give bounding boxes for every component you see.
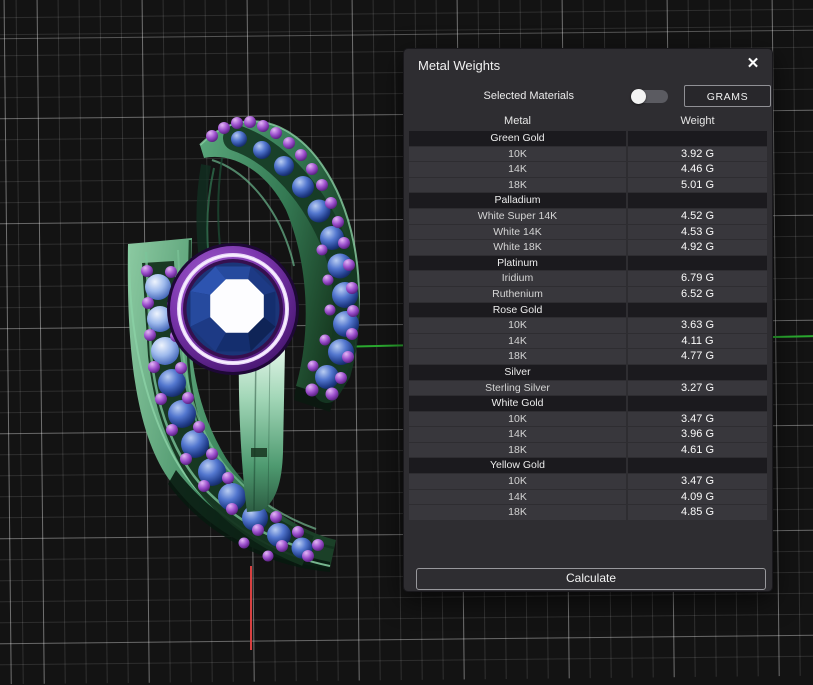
- metal-weight-row[interactable]: 14K 3.96 G: [409, 427, 767, 442]
- metal-weight-row[interactable]: White 14K 4.53 G: [409, 224, 767, 240]
- metal-weight-row[interactable]: 10K 3.63 G: [409, 318, 767, 333]
- metal-section-header: Platinum: [409, 255, 767, 271]
- metal-section-header: Green Gold: [409, 131, 767, 146]
- metal-weight-row[interactable]: 10K 3.47 G: [409, 474, 767, 489]
- grams-unit-button[interactable]: GRAMS: [684, 85, 771, 107]
- weight-column-header: Weight: [680, 115, 715, 127]
- metal-section-header: Palladium: [409, 193, 767, 208]
- metal-column-header: Metal: [504, 115, 531, 127]
- ring-gems-lower: [145, 274, 313, 559]
- metal-weight-row[interactable]: White Super 14K 4.52 G: [409, 208, 767, 224]
- table-header: Metal Weight: [409, 115, 767, 129]
- metal-weight-row[interactable]: 18K 4.85 G: [409, 505, 767, 520]
- metal-section-header: Silver: [409, 364, 767, 380]
- metal-weight-row[interactable]: Ruthenium 6.52 G: [409, 286, 767, 302]
- metal-weight-row[interactable]: White 18K 4.92 G: [409, 240, 767, 255]
- selected-materials-toggle[interactable]: [631, 89, 668, 104]
- ring-arm-upper: [196, 116, 360, 412]
- ring-prongs-upper: [206, 116, 359, 401]
- selected-materials-label: Selected Materials: [483, 90, 575, 102]
- metal-weight-row[interactable]: 18K 5.01 G: [409, 177, 767, 193]
- metal-section-header: Yellow Gold: [409, 458, 767, 474]
- metal-weight-row[interactable]: Iridium 6.79 G: [409, 271, 767, 286]
- dialog-title: Metal Weights: [418, 58, 501, 73]
- metal-weight-row[interactable]: 14K 4.11 G: [409, 333, 767, 349]
- ring-model[interactable]: [0, 0, 813, 650]
- metal-weight-row[interactable]: 10K 3.92 G: [409, 146, 767, 162]
- center-stone-table: [210, 279, 264, 333]
- metal-table: Green Gold 10K 3.92 G 14K 4.46 G 18K 5.01 G Pal…: [409, 131, 767, 521]
- metal-weight-row[interactable]: 14K 4.46 G: [409, 162, 767, 177]
- metal-weight-row[interactable]: 10K 3.47 G: [409, 411, 767, 427]
- calculate-button[interactable]: Calculate: [416, 568, 766, 590]
- close-icon[interactable]: ✕: [746, 55, 760, 72]
- ring-shank: [238, 348, 285, 512]
- toggle-knob-icon: [631, 89, 646, 104]
- metal-weight-row[interactable]: Sterling Silver 3.27 G: [409, 380, 767, 396]
- metal-weight-row[interactable]: 14K 4.09 G: [409, 489, 767, 505]
- metal-section-header: White Gold: [409, 396, 767, 411]
- center-stone-bezel: [167, 243, 299, 375]
- metal-weights-dialog: Metal Weights ✕ Selected Materials GRAMS…: [403, 48, 773, 592]
- x-axis-line: [250, 566, 252, 650]
- metal-weight-row[interactable]: 18K 4.77 G: [409, 349, 767, 364]
- metal-weight-row[interactable]: 18K 4.61 G: [409, 442, 767, 458]
- metal-section-header: Rose Gold: [409, 302, 767, 318]
